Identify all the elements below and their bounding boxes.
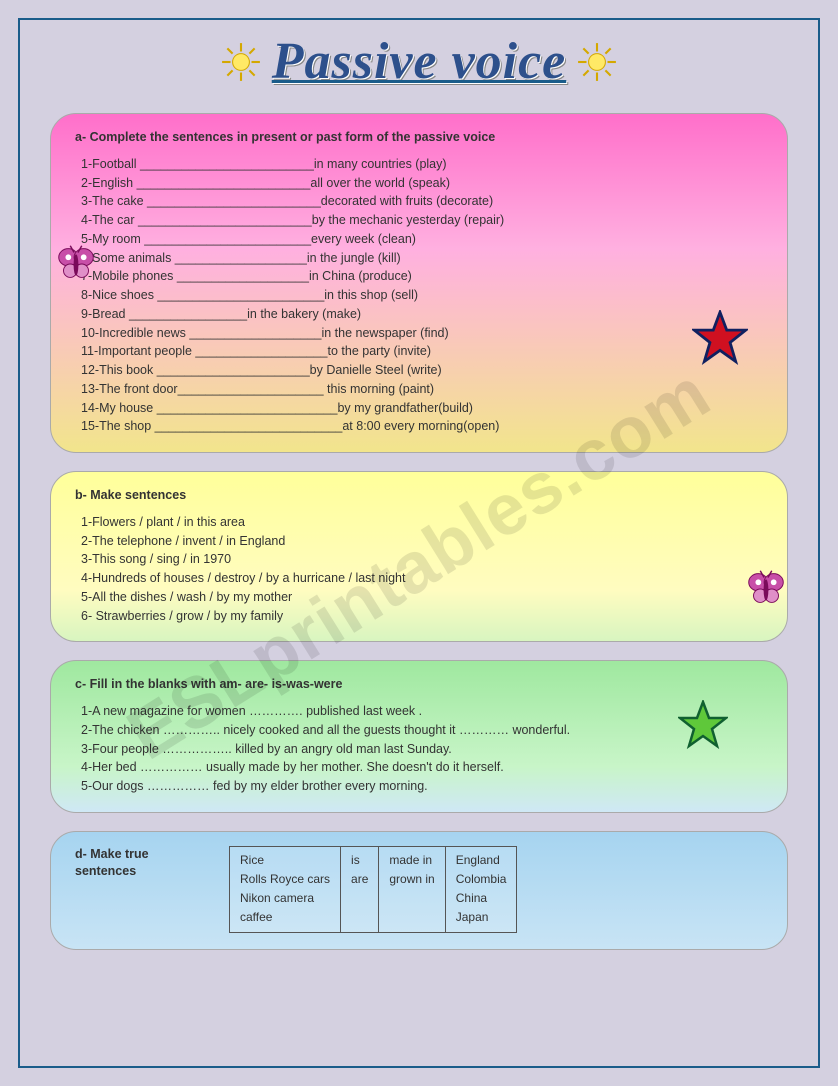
list-item: 4-The car _________________________by th… [75,211,763,230]
list-item: 14-My house __________________________by… [75,399,763,418]
list-item: 8-Nice shoes ________________________in … [75,286,763,305]
list-item: 1-A new magazine for women …………. publish… [75,702,763,721]
list-item: 3-Four people …………….. killed by an angry… [75,740,763,759]
list-item: 6-Some animals ___________________in the… [75,249,763,268]
exercise-b-panel: b- Make sentences 1-Flowers / plant / in… [50,471,788,642]
title-row: Passive voice [50,32,788,91]
exercise-a-items: 1-Football _________________________in m… [75,155,763,436]
star-icon [692,310,748,366]
table-cell: England Colombia China Japan [445,846,517,932]
list-item: 7-Mobile phones ___________________in Ch… [75,267,763,286]
worksheet-page: Passive voice a- Complete the sentences … [0,0,838,1086]
list-item: 11-Important people ___________________t… [75,342,763,361]
butterfly-icon [742,565,790,613]
table-row: Rice Rolls Royce cars Nikon camera caffe… [230,846,517,932]
exercise-d-table: Rice Rolls Royce cars Nikon camera caffe… [229,846,517,933]
list-item: 15-The shop ___________________________a… [75,417,763,436]
star-icon [678,700,728,750]
list-item: 12-This book ______________________by Da… [75,361,763,380]
list-item: 2-English _________________________all o… [75,174,763,193]
list-item: 6- Strawberries / grow / by my family [75,607,763,626]
list-item: 1-Football _________________________in m… [75,155,763,174]
list-item: 5-All the dishes / wash / by my mother [75,588,763,607]
exercise-b-items: 1-Flowers / plant / in this area 2-The t… [75,513,763,626]
list-item: 5-Our dogs …………… fed by my elder brother… [75,777,763,796]
exercise-a-panel: a- Complete the sentences in present or … [50,113,788,453]
exercise-c-items: 1-A new magazine for women …………. publish… [75,702,763,796]
list-item: 4-Hundreds of houses / destroy / by a hu… [75,569,763,588]
table-cell: Rice Rolls Royce cars Nikon camera caffe… [230,846,341,932]
list-item: 3-The cake _________________________deco… [75,192,763,211]
list-item: 2-The chicken ………….. nicely cooked and a… [75,721,763,740]
exercise-d-panel: d- Make true sentences Rice Rolls Royce … [50,831,788,950]
sun-icon [576,41,618,83]
list-item: 2-The telephone / invent / in England [75,532,763,551]
list-item: 10-Incredible news ___________________in… [75,324,763,343]
table-cell: is are [341,846,379,932]
list-item: 9-Bread _________________in the bakery (… [75,305,763,324]
exercise-c-heading: c- Fill in the blanks with am- are- is-w… [75,675,763,694]
list-item: 5-My room ________________________every … [75,230,763,249]
exercise-b-heading: b- Make sentences [75,486,763,505]
table-cell: made in grown in [379,846,445,932]
page-title: Passive voice [268,32,571,91]
sun-icon [220,41,262,83]
list-item: 4-Her bed …………… usually made by her moth… [75,758,763,777]
exercise-d-heading: d- Make true sentences [75,846,205,881]
exercise-a-heading: a- Complete the sentences in present or … [75,128,763,147]
list-item: 1-Flowers / plant / in this area [75,513,763,532]
list-item: 13-The front door_____________________ t… [75,380,763,399]
list-item: 3-This song / sing / in 1970 [75,550,763,569]
butterfly-icon [52,240,100,288]
worksheet-inner: Passive voice a- Complete the sentences … [18,18,820,1068]
